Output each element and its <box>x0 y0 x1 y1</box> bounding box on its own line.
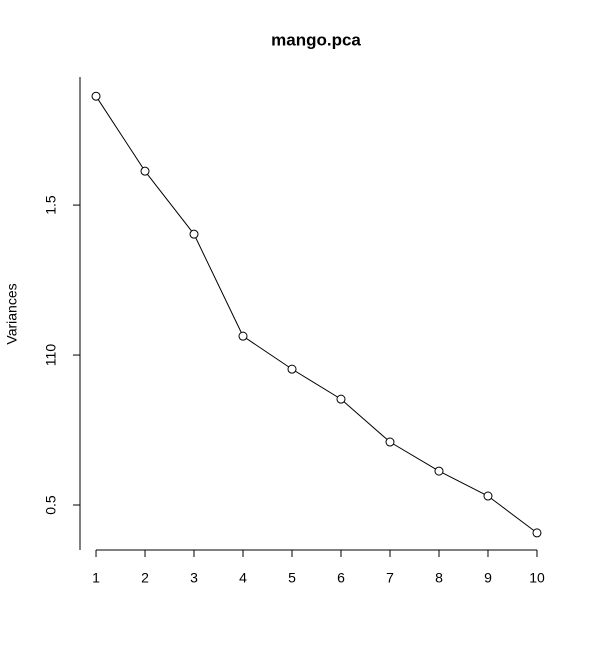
point <box>532 528 542 538</box>
point <box>434 466 444 476</box>
point <box>287 364 297 374</box>
x-tick-label: 8 <box>435 570 443 586</box>
point <box>140 166 150 176</box>
y-tick-label: 110 <box>43 344 59 367</box>
x-tick-label: 9 <box>484 570 492 586</box>
x-tick-label: 1 <box>92 570 100 586</box>
y-axis-label: Variances <box>4 283 20 344</box>
x-tick-label: 5 <box>288 570 296 586</box>
point <box>238 331 248 341</box>
y-tick-label: 0.5 <box>43 495 59 515</box>
point <box>483 491 493 501</box>
x-tick-label: 6 <box>337 570 345 586</box>
series-line <box>95 95 538 534</box>
x-tick-label: 10 <box>529 570 545 586</box>
point <box>91 91 101 101</box>
point <box>189 229 199 239</box>
point <box>336 394 346 404</box>
chart-title: mango.pca <box>271 30 361 49</box>
point <box>385 437 395 447</box>
x-tick-label: 3 <box>190 570 198 586</box>
x-tick-label: 4 <box>239 570 247 586</box>
y-tick-label: 1.5 <box>43 195 59 215</box>
x-tick-label: 2 <box>141 570 149 586</box>
x-tick-label: 7 <box>386 570 394 586</box>
